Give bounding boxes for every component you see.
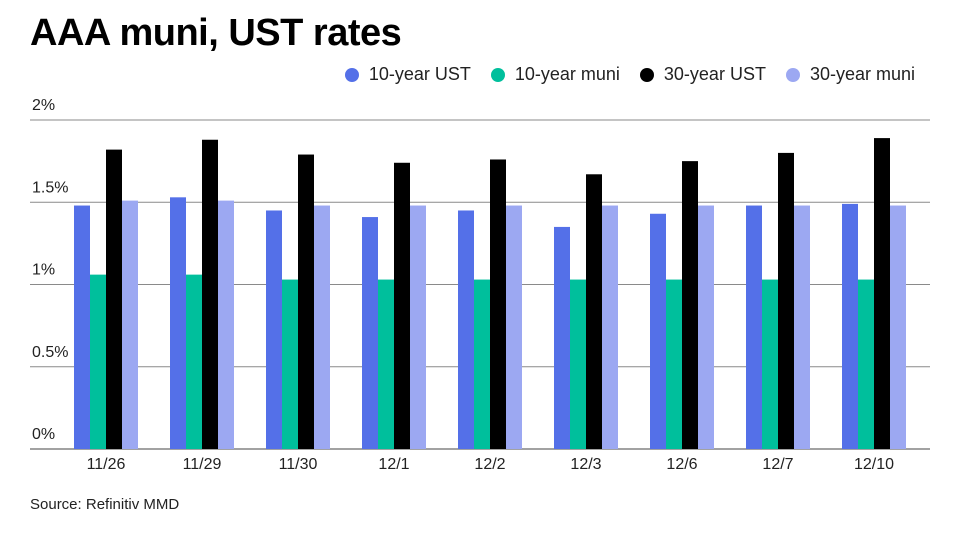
bar xyxy=(314,205,330,449)
x-tick-label: 12/2 xyxy=(474,456,505,473)
x-tick-label: 12/1 xyxy=(378,456,409,473)
bar xyxy=(106,149,122,450)
bar xyxy=(586,174,602,449)
bar xyxy=(474,279,490,449)
bar xyxy=(506,205,522,449)
x-tick-label: 12/7 xyxy=(762,456,793,473)
legend-item-30-year-muni: 30-year muni xyxy=(785,64,915,85)
bar xyxy=(490,159,506,450)
bar xyxy=(666,279,682,449)
bar xyxy=(778,152,794,449)
bar xyxy=(202,139,218,450)
bar xyxy=(698,205,714,449)
bar xyxy=(794,205,810,449)
legend-label-10-year-muni: 10-year muni xyxy=(514,64,620,84)
bar xyxy=(362,217,378,449)
source-note: Source: Refinitiv MMD xyxy=(30,496,180,513)
chart-title: AAA muni, UST rates xyxy=(30,12,402,54)
bar xyxy=(650,213,666,449)
bar xyxy=(570,279,586,449)
bar xyxy=(90,274,106,449)
legend-item-10-year-ust: 10-year UST xyxy=(344,64,471,85)
x-tick-label: 12/10 xyxy=(854,456,894,473)
legend-label-30-year-ust: 30-year UST xyxy=(663,64,766,84)
x-tick-label: 11/26 xyxy=(87,456,126,473)
bar xyxy=(298,154,314,450)
bar xyxy=(458,210,474,449)
bar xyxy=(410,205,426,449)
bar xyxy=(682,161,698,449)
x-tick-label: 12/3 xyxy=(570,456,601,473)
x-tick-label: 11/29 xyxy=(183,456,222,473)
legend-label-30-year-muni: 30-year muni xyxy=(809,64,915,84)
y-tick-label: 1.5% xyxy=(32,179,68,196)
bar xyxy=(122,200,138,449)
bar xyxy=(746,205,762,449)
bar xyxy=(874,138,890,449)
y-tick-label: 0.5% xyxy=(32,344,68,361)
y-tick-label: 0% xyxy=(32,426,55,443)
bar xyxy=(554,226,570,449)
legend-swatch-30-year-ust xyxy=(639,67,654,82)
bar xyxy=(858,279,874,449)
y-tick-label: 1% xyxy=(32,262,55,279)
legend: 10-year UST 10-year muni 30-year UST 30-… xyxy=(344,64,915,85)
legend-item-10-year-muni: 10-year muni xyxy=(490,64,620,85)
legend-label-10-year-ust: 10-year UST xyxy=(368,64,471,84)
x-tick-label: 12/6 xyxy=(666,456,697,473)
bar xyxy=(74,205,90,449)
bar xyxy=(602,205,618,449)
bar xyxy=(890,205,906,449)
legend-swatch-30-year-muni xyxy=(785,67,800,82)
bar xyxy=(282,279,298,449)
bar xyxy=(394,162,410,449)
bar xyxy=(378,279,394,449)
bar xyxy=(218,200,234,449)
legend-item-30-year-ust: 30-year UST xyxy=(639,64,766,85)
legend-swatch-10-year-muni xyxy=(490,67,505,82)
x-tick-label: 11/30 xyxy=(279,456,318,473)
bar xyxy=(762,279,778,449)
bar xyxy=(842,203,858,449)
y-tick-label: 2% xyxy=(32,97,55,114)
legend-swatch-10-year-ust xyxy=(344,67,359,82)
bar xyxy=(170,197,186,449)
bar xyxy=(266,210,282,449)
bar xyxy=(186,274,202,449)
